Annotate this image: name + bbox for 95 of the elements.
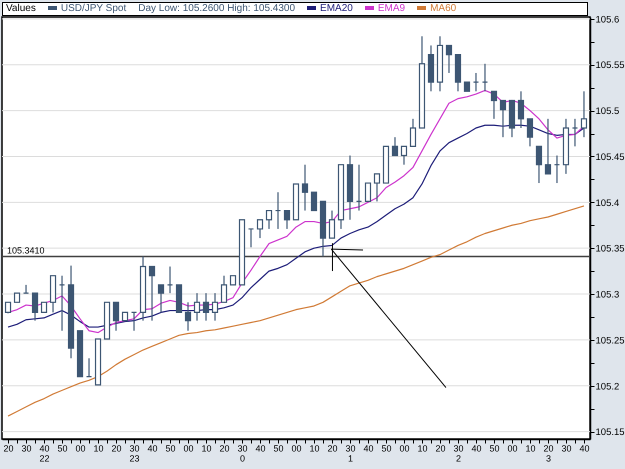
x-tick-label: 20 xyxy=(220,444,230,454)
x-tick-label: 20 xyxy=(327,444,338,454)
candlestick xyxy=(274,192,282,230)
candlestick xyxy=(158,284,164,313)
candlestick xyxy=(284,210,290,230)
x-tick-label: 30 2 xyxy=(453,444,464,464)
x-tick-label: 50 xyxy=(489,444,500,454)
x-tick-label: 20 xyxy=(435,444,446,454)
y-tick-label: 105.55 xyxy=(596,60,625,72)
candlestick xyxy=(58,275,66,332)
candlestick xyxy=(86,358,92,378)
x-tick-label: 00 xyxy=(76,444,86,454)
candlestick xyxy=(328,210,336,239)
candlestick xyxy=(4,302,12,314)
x-tick-label: 50 xyxy=(58,444,68,454)
candlestick xyxy=(112,302,120,332)
candlestick xyxy=(256,219,264,239)
candlestick xyxy=(554,154,560,184)
x-tick-label: 40 xyxy=(363,444,374,454)
x-tick-label: 10 xyxy=(202,444,212,454)
x-tick-label: 40 xyxy=(579,444,590,454)
line-series xyxy=(7,205,585,417)
x-tick-label: 30 0 xyxy=(238,444,248,464)
candlestick xyxy=(230,275,236,286)
candlestick xyxy=(130,312,138,332)
y-tick-label: 105.45 xyxy=(596,152,625,163)
x-tick-label: 00 xyxy=(399,444,410,454)
candlestick xyxy=(14,292,20,303)
y-tick-label: 105.2 xyxy=(596,381,620,392)
y-tick-label: 105.3 xyxy=(596,290,620,301)
candlestick xyxy=(464,82,470,92)
candlestick xyxy=(148,266,156,322)
candlestick xyxy=(446,44,452,74)
candlestick xyxy=(266,210,272,230)
x-tick-label: 10 xyxy=(94,444,104,454)
candlestick xyxy=(526,118,534,147)
candlestick xyxy=(500,100,506,138)
x-tick-label: 50 xyxy=(381,444,392,454)
y-tick-label: 105.25 xyxy=(596,335,625,346)
candlestick xyxy=(248,228,254,248)
y-tick-label: 105.4 xyxy=(596,198,620,209)
y-tick-label: 105.6 xyxy=(596,14,620,26)
candlestick xyxy=(364,182,372,202)
x-tick-label: 20 xyxy=(112,444,122,454)
candlestick xyxy=(472,72,480,92)
x-tick-label: 00 xyxy=(291,444,302,454)
candlestick xyxy=(544,118,552,174)
text: Day Low: 105.2600 High: 105.4300 xyxy=(138,3,296,14)
candlestick xyxy=(400,146,408,166)
x-tick-label: 00 xyxy=(507,444,518,454)
legend-label: EMA20 xyxy=(320,3,353,14)
candlestick xyxy=(212,292,218,322)
candlestick xyxy=(482,63,488,92)
x-tick-label: 10 xyxy=(525,444,536,454)
x-tick-label: 50 xyxy=(166,444,176,454)
y-tick-label: 105.35 xyxy=(596,244,625,255)
candlestick xyxy=(572,118,578,147)
candlestick xyxy=(536,146,542,184)
legend-label: EMA9 xyxy=(378,3,406,14)
candlestick xyxy=(40,302,48,313)
x-tick-label: 10 xyxy=(309,444,320,454)
candlestick xyxy=(356,164,362,212)
y-tick-label: 105.15 xyxy=(596,427,625,438)
candlestick xyxy=(410,118,416,147)
candlestick xyxy=(580,90,588,138)
x-tick-label: 30 xyxy=(561,444,572,454)
legend-label: MA60 xyxy=(430,3,456,14)
ref-line-label: 105.3410 xyxy=(7,245,45,256)
x-tick-label: 40 xyxy=(148,444,158,454)
y-tick-label: 105.5 xyxy=(596,106,620,118)
candlestick xyxy=(220,275,228,303)
candlestick xyxy=(166,266,174,294)
x-tick-label: 10 xyxy=(417,444,428,454)
x-tick-label: 40 xyxy=(471,444,482,454)
x-tick-label: 30 23 xyxy=(130,444,140,464)
candlestick xyxy=(310,192,318,212)
candlestick xyxy=(374,173,380,202)
x-tick-label: 30 xyxy=(22,444,32,454)
x-tick-label: 00 xyxy=(184,444,194,454)
candlestick xyxy=(392,136,398,156)
x-tick-label: 40 22 xyxy=(40,444,50,464)
candlestick xyxy=(302,164,308,212)
x-tick-label: 20 3 xyxy=(543,444,554,464)
candlestick xyxy=(194,292,200,322)
candlestick xyxy=(32,292,38,322)
candlestick xyxy=(490,90,498,120)
x-tick-label: 40 xyxy=(255,444,266,454)
legend-label: USD/JPY Spot xyxy=(60,3,126,14)
x-tick-label: 20 xyxy=(4,444,14,454)
x-tick-label: 30 1 xyxy=(345,444,356,464)
candlestick xyxy=(518,90,524,129)
candlestick xyxy=(202,292,210,322)
legend-title: Values xyxy=(6,3,36,14)
candlestick xyxy=(184,302,192,332)
x-tick-label: 50 xyxy=(273,444,284,454)
